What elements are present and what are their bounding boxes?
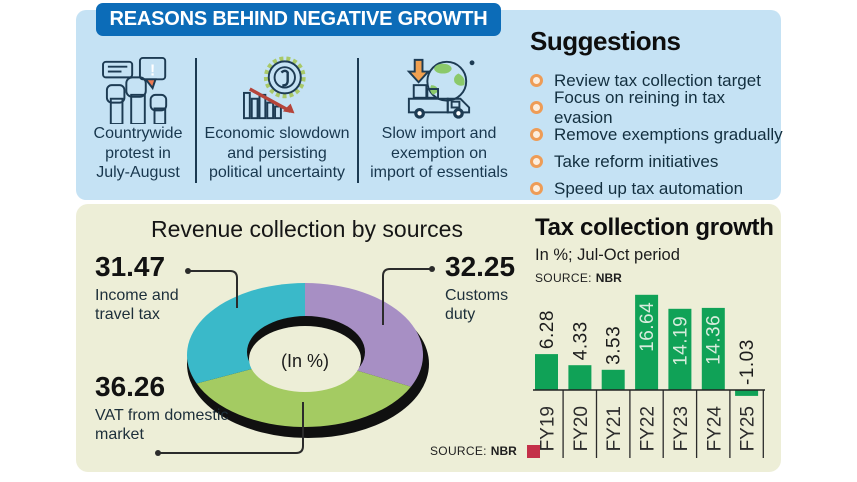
suggestion-item: Focus on reining in tax evasion	[530, 88, 785, 127]
page-title: REASONS BEHIND NEGATIVE GROWTH	[109, 8, 488, 30]
reason-caption: Countrywide protest in July-August	[93, 125, 183, 181]
donut-label-income: 31.47 Income and travel tax	[95, 252, 179, 324]
value-vat: 36.26	[95, 371, 166, 402]
bar-value-label: 6.28	[537, 310, 558, 349]
donut-center-label: (In %)	[281, 351, 329, 371]
reason-protest: ! Countrywide protest in July-August	[80, 56, 196, 183]
suggestion-item: Take reform initiatives	[530, 148, 785, 175]
bar-category-label: FY23	[671, 406, 692, 451]
economic-decline-coin-icon	[243, 56, 306, 120]
bar-category-label: FY21	[604, 406, 625, 451]
leader-dot	[429, 266, 435, 272]
bar-category-label: FY24	[704, 406, 725, 452]
bar-value-label: 4.33	[570, 321, 591, 360]
suggestions-title: Suggestions	[530, 26, 681, 56]
bar-category-label: FY25	[738, 406, 759, 451]
header-bar: REASONS BEHIND NEGATIVE GROWTH	[96, 3, 501, 36]
bar	[601, 369, 625, 390]
bullet-icon	[530, 155, 543, 168]
bar	[535, 354, 558, 390]
caption-customs: Customs duty	[445, 287, 509, 324]
donut-label-customs: 32.25 Customs duty	[445, 252, 515, 324]
caption-income: Income and travel tax	[95, 287, 179, 324]
caption-vat: VAT from domestic market	[95, 407, 229, 444]
bar-chart-source: SOURCE: NBR	[535, 271, 622, 285]
suggestion-item: Speed up tax automation	[530, 175, 785, 202]
bar-chart-title: Tax collection growth	[535, 214, 774, 241]
import-truck-globe-icon	[406, 58, 475, 119]
leader-line-vat	[158, 402, 304, 454]
suggestion-item: Remove exemptions gradually	[530, 121, 785, 148]
bar	[701, 307, 725, 390]
bar-category-label: FY19	[538, 406, 559, 451]
suggestions-list: Review tax collection target Focus on re…	[530, 67, 785, 202]
donut-label-vat: 36.26 VAT from domestic market	[95, 372, 228, 444]
donut-chart-title: Revenue collection by sources	[151, 216, 463, 242]
bar-value-label: 3.53	[604, 326, 625, 365]
column-divider	[195, 58, 197, 183]
bar	[635, 294, 659, 390]
donut-source: SOURCE: NBR	[430, 444, 540, 458]
bar	[668, 308, 692, 390]
bullet-icon	[530, 101, 543, 114]
leader-line-income	[188, 270, 238, 308]
bar-category-label: FY22	[638, 406, 659, 451]
bullet-icon	[530, 74, 543, 87]
leader-line-customs	[382, 268, 432, 325]
protest-fists-icon: !	[102, 56, 168, 124]
bar-chart-subtitle: In %; Jul-Oct period	[535, 246, 680, 264]
leader-dot	[155, 450, 161, 456]
bar-value-label: 16.64	[637, 302, 658, 352]
suggestions-section: Suggestions Review tax collection target…	[530, 26, 785, 202]
bullet-icon	[530, 128, 543, 141]
bar-value-label: 14.19	[670, 316, 691, 366]
leader-dot	[185, 268, 191, 274]
revenue-donut-chart: (In %)	[155, 266, 435, 456]
tax-growth-bar-chart: 6.28 FY19 4.33 FY20 3.53 FY21 16.64 FY22 14.19 FY…	[533, 294, 765, 458]
bar-value-label: -1.03	[737, 339, 758, 385]
reasons-panel	[76, 10, 781, 200]
suggestion-item: Review tax collection target	[530, 67, 785, 94]
column-divider	[357, 58, 359, 183]
bar-value-label: 14.36	[704, 315, 725, 365]
bullet-icon	[530, 182, 543, 195]
reason-economic-slowdown: Economic slowdown and persisting politic…	[196, 56, 358, 183]
reason-caption: Economic slowdown and persisting politic…	[204, 125, 350, 181]
bar	[735, 390, 759, 396]
reason-caption: Slow import and exemption on import of e…	[370, 125, 508, 181]
value-customs: 32.25	[445, 251, 516, 282]
svg-text:!: !	[150, 62, 155, 79]
value-income: 31.47	[95, 251, 166, 282]
donut-hole	[249, 326, 361, 392]
reason-slow-import: Slow import and exemption on import of e…	[358, 56, 520, 183]
bar-category-label: FY20	[571, 406, 592, 451]
source-red-square-icon	[526, 444, 540, 458]
bar	[568, 365, 592, 390]
